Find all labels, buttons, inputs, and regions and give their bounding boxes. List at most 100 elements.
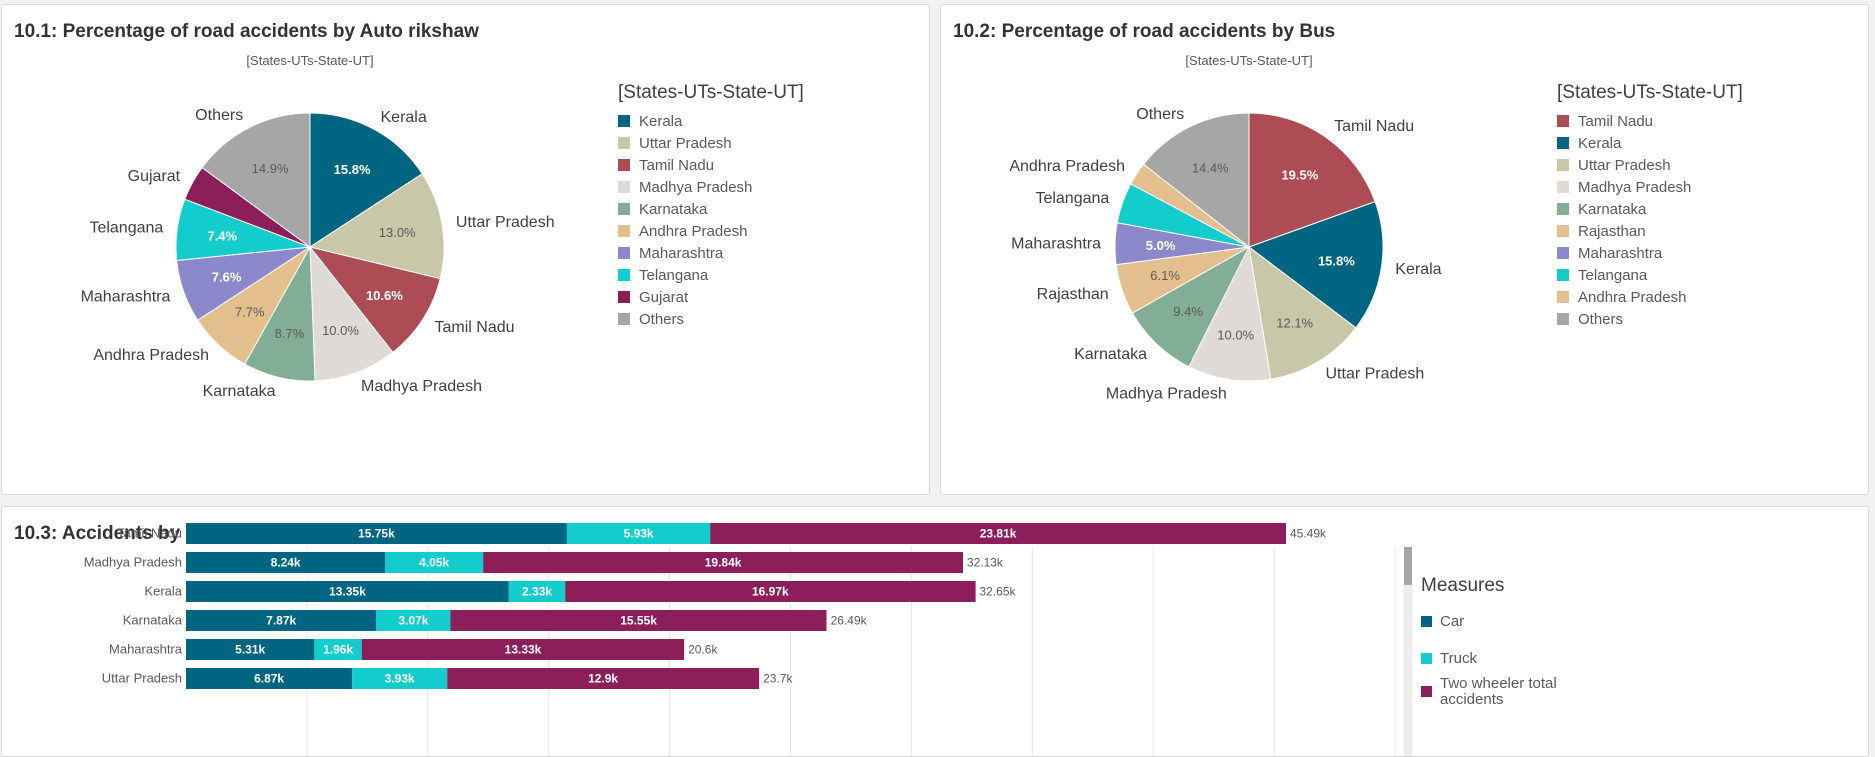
- legend-swatch-others: [618, 313, 630, 325]
- pie-slice-karnataka[interactable]: [1131, 245, 1251, 368]
- bar-value-label: 13.35k: [329, 585, 366, 599]
- pie-slice-others[interactable]: [1142, 112, 1250, 249]
- bar-value-label: 4.05k: [419, 556, 449, 570]
- bar-total-label: 23.7k: [763, 672, 793, 686]
- bar-segment-two-wheeler-total-accidents[interactable]: [361, 639, 685, 660]
- slice-value-label: 8.7%: [275, 326, 305, 341]
- category-label-uttar-pradesh: Uttar Pradesh: [102, 671, 182, 686]
- slice-category-label: Others: [195, 107, 243, 124]
- pie-slice-madhya-pradesh[interactable]: [309, 245, 394, 382]
- legend-item-others[interactable]: Others: [1578, 311, 1623, 328]
- bar-segment-two-wheeler-total-accidents[interactable]: [710, 523, 1286, 544]
- vehicle-accidents-bar-chart[interactable]: Tamil Nadu 15.75k 5.93k 23.81k 45.49k Madhya …: [2, 507, 1869, 757]
- slice-category-label: Maharashtra: [1011, 235, 1101, 252]
- legend-item-madhya-pradesh[interactable]: Madhya Pradesh: [639, 179, 752, 196]
- legend-item-uttar-pradesh[interactable]: Uttar Pradesh: [639, 135, 732, 152]
- bar-segment-car[interactable]: [186, 523, 567, 544]
- legend-item-karnataka[interactable]: Karnataka: [639, 201, 708, 218]
- bar-segment-truck[interactable]: [566, 523, 711, 544]
- bar-value-label: 5.93k: [624, 527, 654, 541]
- slice-value-label: 10.0%: [322, 323, 359, 338]
- legend-swatch-andhra-pradesh: [618, 225, 630, 237]
- bar-segment-car[interactable]: [186, 552, 386, 573]
- bar-segment-car[interactable]: [186, 581, 509, 602]
- slice-category-label: Uttar Pradesh: [456, 214, 555, 231]
- legend-item-telangana[interactable]: Telangana: [639, 267, 709, 284]
- bar-total-label: 45.49k: [1290, 527, 1327, 541]
- legend-item-andhra-pradesh[interactable]: Andhra Pradesh: [1578, 289, 1686, 306]
- bus-pie-chart[interactable]: [States-UTs-State-UT] 19.5% Tamil Nadu 15.8…: [941, 5, 1869, 495]
- bar-segment-truck[interactable]: [314, 639, 362, 660]
- bar-segment-two-wheeler-total-accidents[interactable]: [450, 610, 827, 631]
- legend-item-andhra-pradesh[interactable]: Andhra Pradesh: [639, 223, 747, 240]
- slice-value-label: 9.4%: [1173, 304, 1203, 319]
- slice-value-label: 10.6%: [366, 288, 403, 303]
- legend-item-car[interactable]: Car: [1440, 613, 1464, 630]
- legend-item-tamil-nadu[interactable]: Tamil Nadu: [639, 157, 714, 174]
- slice-value-label: 7.4%: [207, 228, 237, 243]
- bar-value-label: 16.97k: [752, 585, 789, 599]
- slice-value-label: 5.0%: [1146, 238, 1176, 253]
- pie-slice-tamil-nadu[interactable]: [308, 246, 441, 354]
- pie-subtitle: [States-UTs-State-UT]: [1185, 53, 1312, 68]
- legend-item-uttar-pradesh[interactable]: Uttar Pradesh: [1578, 157, 1671, 174]
- bar-value-label: 12.9k: [588, 672, 618, 686]
- bar-segment-car[interactable]: [186, 610, 377, 631]
- legend-item-truck[interactable]: Truck: [1440, 650, 1477, 667]
- pie-slice-others[interactable]: [201, 112, 311, 248]
- slice-category-label: Tamil Nadu: [1334, 118, 1414, 135]
- bar-segment-truck[interactable]: [508, 581, 566, 602]
- legend-item-rajasthan[interactable]: Rajasthan: [1578, 223, 1646, 240]
- legend-item-maharashtra[interactable]: Maharashtra: [1578, 245, 1663, 262]
- pie-slice-uttar-pradesh[interactable]: [308, 173, 445, 280]
- slice-category-label: Madhya Pradesh: [1106, 385, 1227, 402]
- bar-value-label: 5.31k: [235, 643, 265, 657]
- bar-segment-car[interactable]: [186, 639, 315, 660]
- bar-segment-truck[interactable]: [376, 610, 451, 631]
- slice-category-label: Maharashtra: [81, 288, 171, 305]
- bar-value-label: 8.24k: [271, 556, 301, 570]
- slice-value-label: 14.9%: [252, 161, 289, 176]
- legend-scrollbar-thumb[interactable]: [1404, 547, 1412, 585]
- pie-slice-tamil-nadu[interactable]: [1248, 112, 1376, 248]
- legend-swatch-uttar-pradesh: [1557, 159, 1569, 171]
- slice-category-label: Andhra Pradesh: [1009, 158, 1125, 175]
- pie-slice-kerala[interactable]: [309, 112, 423, 248]
- legend-item-maharashtra[interactable]: Maharashtra: [639, 245, 724, 262]
- legend-item-karnataka[interactable]: Karnataka: [1578, 201, 1647, 218]
- slice-value-label: 7.6%: [212, 269, 242, 284]
- bar-segment-truck[interactable]: [385, 552, 484, 573]
- bar-segment-two-wheeler-total-accidents[interactable]: [447, 668, 760, 689]
- slice-category-label: Karnataka: [1074, 346, 1147, 363]
- legend-swatch-two-wheeler-total-accidents: [1421, 686, 1432, 697]
- legend-item-gujarat[interactable]: Gujarat: [639, 289, 689, 306]
- legend-item-telangana[interactable]: Telangana: [1578, 267, 1648, 284]
- bar-value-label: 6.87k: [254, 672, 284, 686]
- bar-value-label: 1.96k: [323, 643, 353, 657]
- legend-swatch-karnataka: [618, 203, 630, 215]
- legend-item-kerala[interactable]: Kerala: [639, 113, 683, 130]
- bar-segment-car[interactable]: [186, 668, 353, 689]
- bar-total-label: 32.65k: [980, 585, 1017, 599]
- legend-item-tamil-nadu[interactable]: Tamil Nadu: [1578, 113, 1653, 130]
- slice-category-label: Uttar Pradesh: [1326, 366, 1425, 383]
- bar-total-label: 26.49k: [831, 614, 868, 628]
- bar-segment-truck[interactable]: [352, 668, 448, 689]
- auto-rikshaw-pie-chart[interactable]: [States-UTs-State-UT] 15.8% Kerala 13.0% Utt…: [2, 5, 930, 495]
- legend-swatch-car: [1421, 616, 1432, 627]
- pie-slice-uttar-pradesh[interactable]: [1248, 245, 1357, 380]
- legend-item-madhya-pradesh[interactable]: Madhya Pradesh: [1578, 179, 1691, 196]
- pie-slice-kerala[interactable]: [1247, 200, 1384, 329]
- pie-panel-bus: 10.2: Percentage of road accidents by Bu…: [940, 4, 1869, 495]
- bar-segment-two-wheeler-total-accidents[interactable]: [483, 552, 963, 573]
- legend-scrollbar-track[interactable]: [1404, 547, 1412, 757]
- slice-value-label: 13.0%: [379, 225, 416, 240]
- slice-value-label: 10.0%: [1217, 327, 1254, 342]
- slice-category-label: Madhya Pradesh: [361, 378, 482, 395]
- legend-item-kerala[interactable]: Kerala: [1578, 135, 1622, 152]
- legend-item-others[interactable]: Others: [639, 311, 684, 328]
- slice-value-label: 19.5%: [1281, 168, 1318, 183]
- pie-slice-madhya-pradesh[interactable]: [1188, 245, 1272, 382]
- legend-item-two-wheeler-total-accidents[interactable]: Two wheeler total accidents: [1440, 675, 1557, 708]
- bar-segment-two-wheeler-total-accidents[interactable]: [565, 581, 976, 602]
